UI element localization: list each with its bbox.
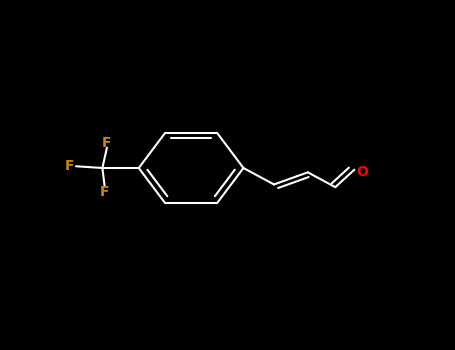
Text: O: O	[357, 165, 369, 179]
Text: F: F	[100, 185, 109, 199]
Text: F: F	[102, 136, 111, 150]
Text: F: F	[65, 159, 74, 173]
